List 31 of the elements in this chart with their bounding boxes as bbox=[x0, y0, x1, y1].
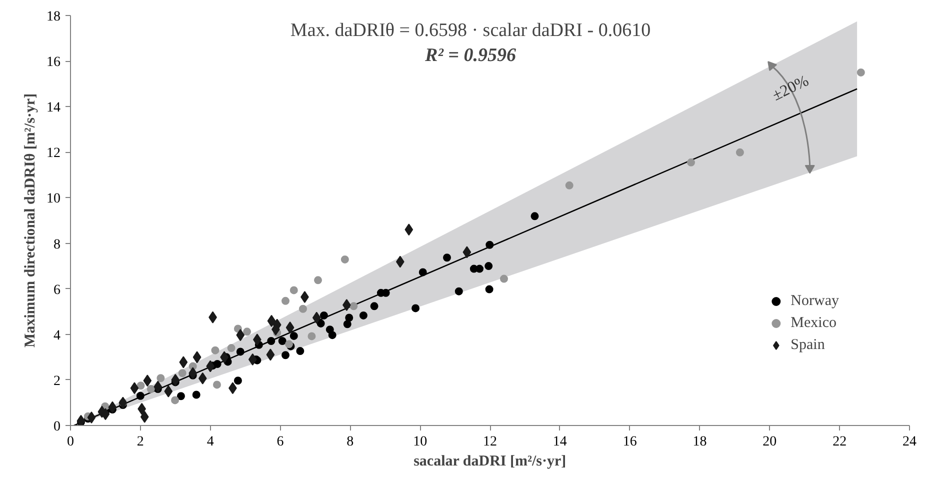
x-tick-label: 4 bbox=[206, 434, 214, 450]
legend-label: Spain bbox=[790, 336, 825, 354]
x-tick-label: 16 bbox=[622, 434, 637, 450]
y-tick-label: 8 bbox=[54, 237, 60, 252]
x-tick-label: 0 bbox=[67, 434, 74, 450]
y-tick-label: 10 bbox=[46, 192, 60, 207]
y-tick-label: 16 bbox=[46, 55, 60, 70]
x-axis-title: sacalar daDRI [m²/s·yr] bbox=[414, 454, 566, 470]
x-tick-label: 12 bbox=[483, 434, 497, 450]
x-tick-label: 18 bbox=[692, 434, 707, 450]
y-tick-label: 4 bbox=[54, 328, 60, 344]
y-axis-title: Maximum directional daDRIθ [m²/s·yr] bbox=[22, 93, 38, 348]
y-tick-label: 14 bbox=[46, 100, 60, 116]
x-tick-label: 14 bbox=[552, 434, 567, 450]
y-tick-label: 6 bbox=[54, 282, 60, 298]
annotation: Max. daDRIθ = 0.6598 · scalar daDRI - 0.0610 bbox=[290, 20, 651, 41]
x-tick-label: 20 bbox=[762, 434, 777, 450]
x-tick-label: 22 bbox=[832, 434, 847, 450]
legend-label: Norway bbox=[790, 292, 839, 310]
y-tick-label: 0 bbox=[54, 420, 60, 434]
y-tick-label: 18 bbox=[46, 10, 60, 24]
y-tick-label: 12 bbox=[46, 146, 60, 162]
x-tick-label: 24 bbox=[902, 434, 916, 450]
y-tick-label: 2 bbox=[54, 374, 60, 389]
x-tick-label: 10 bbox=[413, 434, 428, 450]
legend-label: Mexico bbox=[790, 314, 836, 332]
x-tick-label: 6 bbox=[276, 434, 284, 450]
x-tick-label: 2 bbox=[136, 434, 144, 450]
annotation: R² = 0.9596 bbox=[424, 45, 516, 66]
annotation: ±20% bbox=[770, 72, 812, 104]
x-tick-label: 8 bbox=[346, 434, 354, 450]
